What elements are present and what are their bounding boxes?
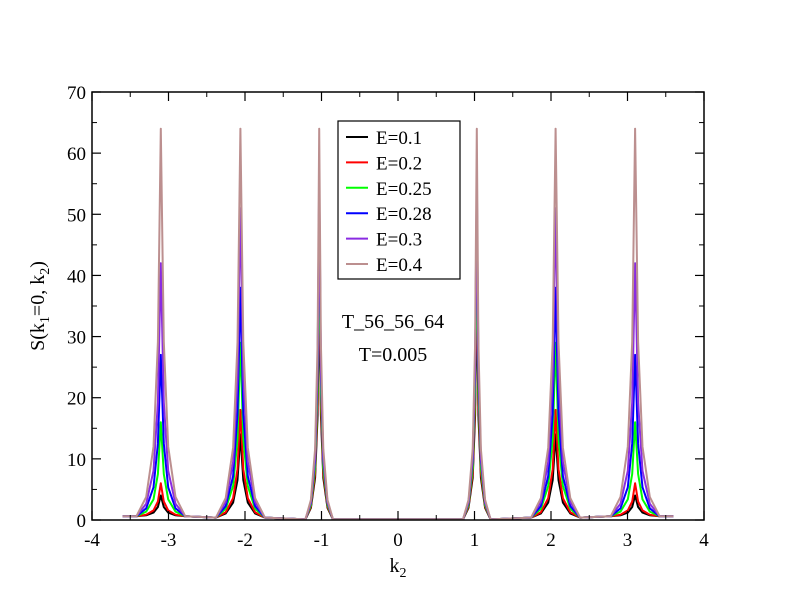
- legend-entry: E=0.3: [376, 230, 422, 251]
- peak-point: [634, 262, 636, 265]
- y-tick-label: 70: [67, 83, 86, 104]
- x-tick-label: -2: [237, 530, 253, 551]
- x-tick-label: -4: [84, 530, 100, 551]
- peak-point: [160, 421, 162, 424]
- x-tick-label: 1: [470, 530, 480, 551]
- peak-point: [634, 482, 636, 485]
- peak-point: [476, 127, 478, 130]
- y-axis-label: S(k1=0, k2): [27, 261, 53, 351]
- legend-box: [337, 120, 461, 280]
- peak-point: [634, 421, 636, 424]
- peak-point: [634, 494, 636, 497]
- peak-point: [160, 482, 162, 485]
- y-tick-label: 10: [67, 450, 86, 471]
- peak-point: [554, 409, 557, 411]
- y-tick-label: 30: [67, 328, 86, 349]
- y-tick-label: 40: [67, 266, 86, 287]
- y-tick-label: 0: [77, 511, 87, 532]
- peak-point: [318, 127, 321, 130]
- peak-point: [634, 127, 636, 130]
- peak-point: [554, 127, 557, 130]
- y-tick-label: 60: [67, 144, 86, 165]
- x-tick-label: -1: [314, 530, 330, 551]
- x-tick-label: 2: [546, 530, 556, 551]
- x-tick-label: 0: [393, 530, 403, 551]
- legend: E=0.1 E=0.2 E=0.25 E=0.28 E=0.3 E=0.4: [337, 120, 461, 280]
- peak-point: [160, 262, 162, 265]
- peak-point: [634, 354, 636, 356]
- y-tick-label: 20: [67, 389, 86, 410]
- x-tick-label: 4: [699, 530, 709, 551]
- legend-entry: E=0.4: [376, 255, 423, 276]
- peak-point: [239, 127, 242, 130]
- legend-entry: E=0.28: [376, 204, 432, 225]
- peak-point: [160, 354, 162, 356]
- y-tick-label: 50: [67, 205, 86, 226]
- peak-point: [239, 409, 242, 411]
- peak-point: [160, 494, 162, 497]
- legend-entry: E=0.25: [376, 179, 432, 200]
- peak-point: [160, 127, 162, 130]
- x-tick-label: 3: [623, 530, 633, 551]
- annotation-system: T_56_56_64: [342, 311, 444, 333]
- annotation-temperature: T=0.005: [359, 344, 428, 366]
- legend-entry: E=0.1: [376, 128, 422, 149]
- x-tick-label: -3: [161, 530, 177, 551]
- legend-entry: E=0.2: [376, 153, 422, 174]
